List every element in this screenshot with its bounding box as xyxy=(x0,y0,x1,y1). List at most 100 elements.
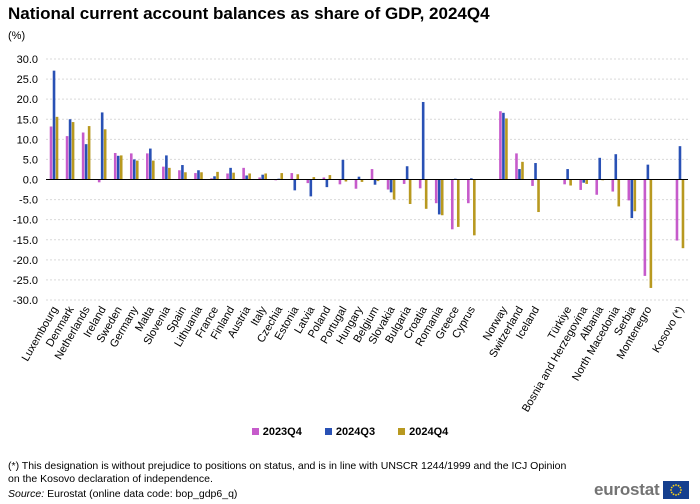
y-tick-label: -30.0 xyxy=(13,295,38,307)
bar-2024q4-france xyxy=(216,171,219,180)
bar-2023q4-switzerland xyxy=(515,153,518,180)
bar-2024q3-sweden xyxy=(116,155,120,180)
bar-2024q4-bulgaria xyxy=(408,179,412,205)
legend-swatch-2024q3 xyxy=(324,428,332,435)
bar-2023q4-lithuania xyxy=(194,173,197,180)
bar-2024q3-latvia xyxy=(309,179,313,197)
source-line: Source: Eurostat (online data code: bop_… xyxy=(8,488,237,500)
bar-2024q3-lithuania xyxy=(197,170,200,180)
bar-2024q4-portugal xyxy=(344,179,348,182)
bar-2023q4-greece xyxy=(450,179,454,230)
y-tick-label: 5.0 xyxy=(23,154,38,166)
bar-2024q3-poland xyxy=(325,179,329,188)
chart-title: National current account balances as sha… xyxy=(8,4,490,23)
bar-2024q3-cyprus xyxy=(470,178,473,180)
bar-2024q4-sweden xyxy=(119,155,123,180)
legend: 2023Q4 2024Q3 2024Q4 xyxy=(0,426,700,438)
bar-2024q3-estonia xyxy=(293,179,297,191)
bar-2024q4-t-rkiye xyxy=(569,179,572,186)
bar-2024q3-france xyxy=(213,176,216,180)
legend-item-2024q4: 2024Q4 xyxy=(398,426,448,438)
bar-2024q3-romania xyxy=(437,179,441,215)
bar-2024q3-germany xyxy=(132,159,136,180)
bar-2024q4-kosovo- xyxy=(681,179,685,249)
bar-2023q4-bosnia-and-herzegovina xyxy=(579,179,582,190)
bar-2024q3-norway xyxy=(502,112,505,180)
bar-2024q3-croatia xyxy=(421,101,425,180)
bar-2024q4-germany xyxy=(135,160,139,180)
bar-2023q4-north-macedonia xyxy=(611,179,615,192)
bar-2023q4-sweden xyxy=(113,152,117,180)
bar-2023q4-finland xyxy=(226,173,229,180)
bar-2024q4-estonia xyxy=(296,174,300,180)
bar-2024q3-north-macedonia xyxy=(614,154,618,180)
source-label: Source: xyxy=(8,488,45,500)
bar-2023q4-slovenia xyxy=(162,166,165,180)
bar-2024q4-croatia xyxy=(424,179,428,209)
bar-2023q4-luxembourg xyxy=(49,126,53,180)
bar-2024q4-montenegro xyxy=(649,179,653,288)
bar-2023q4-austria xyxy=(242,167,245,180)
eurostat-logo-text: eurostat xyxy=(594,480,660,499)
footnote: (*) This designation is without prejudic… xyxy=(8,460,567,485)
y-tick-label: -15.0 xyxy=(13,235,38,247)
bar-2023q4-kosovo- xyxy=(675,179,679,241)
bar-2024q4-latvia xyxy=(312,177,316,180)
bar-2024q3-ireland xyxy=(100,112,104,180)
legend-label-2023q4: 2023Q4 xyxy=(262,426,302,438)
bar-2023q4-poland xyxy=(322,177,326,180)
y-tick-label: 30.0 xyxy=(17,54,38,66)
bar-2024q3-albania xyxy=(598,157,602,180)
bar-2024q3-austria xyxy=(245,175,248,180)
bar-2023q4-croatia xyxy=(418,179,422,189)
bar-2024q4-denmark xyxy=(71,122,75,180)
bar-2024q4-switzerland xyxy=(521,161,524,180)
legend-swatch-2024q4 xyxy=(398,428,406,435)
bar-2024q3-iceland xyxy=(534,163,537,180)
bar-2024q3-portugal xyxy=(341,159,345,180)
bar-2024q4-austria xyxy=(248,173,251,180)
bar-2024q3-serbia xyxy=(630,179,634,219)
bar-2024q4-italy xyxy=(264,173,267,180)
bar-2023q4-montenegro xyxy=(643,179,647,276)
y-tick-label: -5.0 xyxy=(19,195,38,207)
bar-2023q4-romania xyxy=(434,179,438,204)
bar-2023q4-france xyxy=(210,178,213,180)
bar-chart: 30.0 25.0 20.0 15.0 10.0 5.0 0.0 -5.0 -10.0 -15.0… xyxy=(13,54,688,414)
legend-item-2024q3: 2024Q3 xyxy=(324,426,375,438)
y-tick-label: 25.0 xyxy=(17,74,38,86)
y-tick-label: 0.0 xyxy=(23,175,38,187)
legend-swatch-2023q4 xyxy=(251,428,259,435)
bar-2024q3-netherlands xyxy=(84,144,88,180)
bar-2023q4-denmark xyxy=(65,136,69,180)
bar-2024q4-iceland xyxy=(537,179,540,213)
bar-2023q4-t-rkiye xyxy=(563,179,566,185)
bar-2024q4-poland xyxy=(328,175,332,180)
bar-2023q4-germany xyxy=(129,153,133,180)
y-tick-label: -25.0 xyxy=(13,275,38,287)
eurostat-logo: eurostat xyxy=(594,480,690,500)
bar-2024q3-italy xyxy=(261,174,264,180)
bar-2024q3-hungary xyxy=(357,176,361,180)
bar-2024q4-cyprus xyxy=(473,179,476,236)
bar-2024q4-luxembourg xyxy=(55,116,59,180)
y-tick-label: 15.0 xyxy=(17,114,38,126)
bar-2024q3-slovenia xyxy=(165,155,168,180)
bar-2023q4-serbia xyxy=(627,179,631,201)
bar-2024q3-bosnia-and-herzegovina xyxy=(582,179,585,183)
y-axis-unit-label: (%) xyxy=(8,30,26,42)
bar-2023q4-italy xyxy=(258,177,261,180)
bar-2024q4-romania xyxy=(440,179,444,216)
bar-2024q4-spain xyxy=(184,172,187,180)
bar-2024q3-spain xyxy=(181,165,184,180)
bar-2024q4-hungary xyxy=(360,179,364,182)
bar-2023q4-malta xyxy=(146,153,149,180)
bar-2024q3-t-rkiye xyxy=(566,169,569,180)
legend-item-2023q4: 2023Q4 xyxy=(251,426,302,438)
legend-label-2024q4: 2024Q4 xyxy=(409,426,449,438)
bar-2024q3-denmark xyxy=(68,119,72,180)
x-tick-label: Kosovo (*) xyxy=(651,305,687,355)
bar-2023q4-slovakia xyxy=(386,179,390,190)
bar-2023q4-hungary xyxy=(354,179,358,189)
bar-2023q4-bulgaria xyxy=(402,179,406,184)
